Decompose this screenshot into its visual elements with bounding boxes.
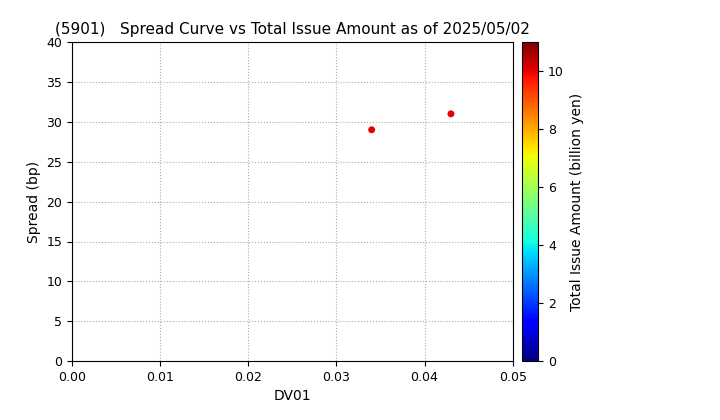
- Y-axis label: Spread (bp): Spread (bp): [27, 160, 41, 243]
- Point: [445, 110, 456, 117]
- X-axis label: DV01: DV01: [274, 389, 311, 404]
- Title: (5901)   Spread Curve vs Total Issue Amount as of 2025/05/02: (5901) Spread Curve vs Total Issue Amoun…: [55, 22, 530, 37]
- Point: [366, 126, 377, 133]
- Y-axis label: Total Issue Amount (billion yen): Total Issue Amount (billion yen): [570, 92, 583, 311]
